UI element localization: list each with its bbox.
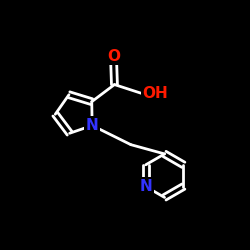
- Text: N: N: [139, 179, 152, 194]
- Text: O: O: [107, 49, 120, 64]
- Text: N: N: [86, 118, 98, 133]
- Text: OH: OH: [143, 86, 169, 101]
